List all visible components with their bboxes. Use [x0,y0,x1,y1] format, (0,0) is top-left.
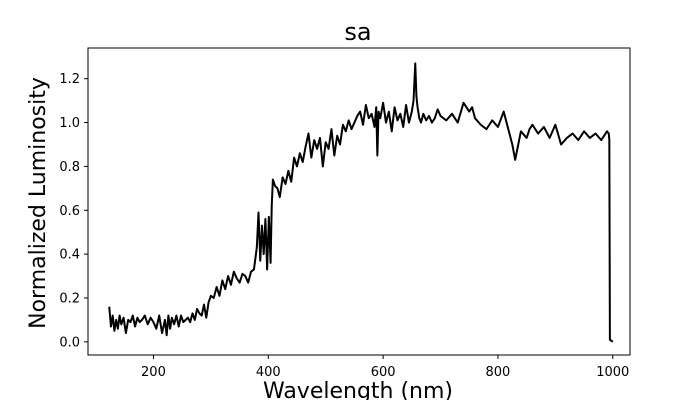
x-axis: 200 400 600 800 1000 [141,355,629,380]
series-line-0 [108,62,614,343]
x-tick-label: 600 [371,365,396,380]
x-tick-label: 1000 [596,365,629,380]
y-axis: 0.0 0.2 0.4 0.6 0.8 1.0 1.2 [59,72,88,350]
x-axis-label: Wavelength (nm) [263,379,453,400]
y-tick-label: 0.2 [59,291,80,306]
y-tick-label: 1.2 [59,72,80,87]
y-tick-label: 0.0 [59,335,80,350]
y-tick-label: 0.6 [59,204,80,219]
y-tick-label: 0.4 [59,248,80,263]
plot-frame [87,47,631,356]
y-tick-label: 1.0 [59,116,80,131]
y-axis-label: Normalized Luminosity [26,77,51,329]
y-tick-label: 0.8 [59,160,80,175]
x-tick-label: 400 [256,365,281,380]
x-tick-label: 800 [486,365,511,380]
chart-title: sa [344,18,371,46]
plot-area [108,62,614,343]
x-tick-label: 200 [141,365,166,380]
